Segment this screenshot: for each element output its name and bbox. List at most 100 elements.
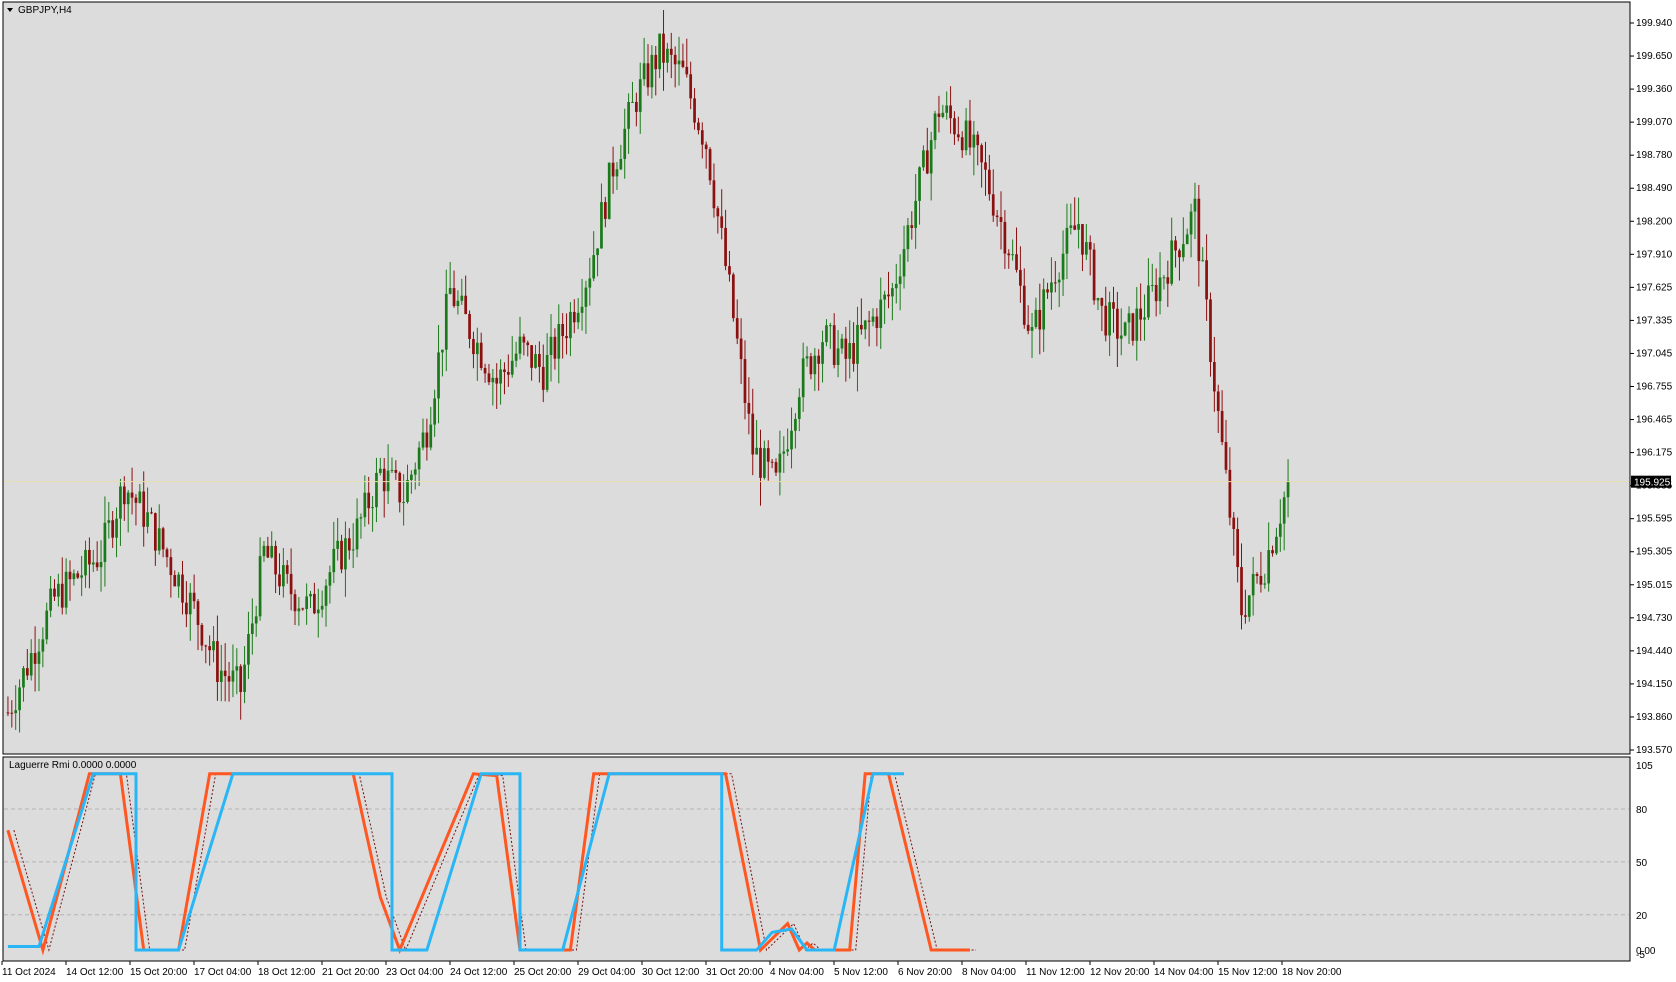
candle-body (1216, 391, 1220, 411)
candle-body (367, 492, 371, 509)
candle-body (1282, 497, 1286, 524)
current-price-label: 195.925 (1634, 478, 1671, 489)
price-tick-label: 196.175 (1636, 448, 1673, 459)
candle-body (278, 574, 281, 587)
candle-body (1166, 277, 1170, 284)
candle-body (1247, 595, 1251, 617)
candle-body (188, 592, 192, 615)
candle-body (355, 518, 359, 550)
candle-body (712, 180, 716, 209)
candle-body (301, 608, 305, 610)
candle-body (565, 336, 568, 339)
candle-body (1154, 284, 1158, 302)
candle-body (627, 102, 630, 129)
candle-body (37, 651, 41, 664)
candle-body (569, 311, 572, 339)
candle-body (980, 145, 983, 163)
candle-body (185, 602, 188, 615)
time-tick-label: 25 Oct 20:00 (514, 967, 572, 978)
candle-body (786, 449, 790, 452)
candle-body (654, 54, 658, 70)
candle-body (441, 349, 444, 353)
candle-body (1271, 550, 1274, 554)
candle-body (918, 167, 921, 201)
candle-body (282, 565, 285, 587)
candle-body (351, 549, 355, 551)
price-panel[interactable] (2, 1, 1631, 755)
candle-body (1278, 523, 1282, 537)
candle-body (72, 573, 76, 580)
candle-body (677, 60, 681, 65)
candle-body (340, 540, 343, 570)
candle-body (413, 469, 417, 475)
candle-body (953, 118, 956, 135)
price-tick-label: 195.015 (1636, 580, 1673, 591)
candle-body (1084, 242, 1088, 255)
candle-body (212, 641, 215, 651)
candle-body (914, 200, 918, 228)
candle-body (316, 609, 320, 614)
time-tick-label: 8 Nov 04:00 (962, 967, 1016, 978)
candle-body (468, 313, 471, 339)
candle-body (898, 276, 902, 284)
price-tick-label: 197.045 (1636, 348, 1673, 359)
candle-body (1236, 529, 1239, 568)
candle-body (95, 562, 99, 568)
candle-body (708, 149, 712, 181)
candle-body (1061, 253, 1065, 280)
candle-body (165, 549, 169, 558)
candle-body (770, 461, 774, 463)
price-tick-label: 197.335 (1636, 315, 1673, 326)
candle-body (25, 668, 29, 676)
indicator-level-label: 20 (1636, 911, 1648, 922)
candle-body (499, 369, 502, 384)
candle-body (243, 664, 246, 692)
candle-body (673, 54, 677, 65)
time-tick-label: 5 Nov 12:00 (834, 967, 888, 978)
candle-body (910, 225, 914, 228)
candle-body (557, 324, 561, 359)
candle-body (107, 520, 111, 523)
time-tick-label: 12 Nov 20:00 (1090, 967, 1150, 978)
candle-body (6, 712, 10, 714)
candle-body (437, 352, 440, 399)
candle-body (572, 311, 576, 323)
candle-body (119, 486, 122, 519)
candle-body (689, 74, 693, 99)
candle-body (763, 448, 766, 478)
candle-body (1240, 567, 1243, 616)
candle-body (1065, 227, 1069, 254)
candle-body (157, 528, 161, 551)
candle-body (964, 120, 968, 151)
candle-body (906, 225, 910, 250)
candle-body (297, 608, 301, 612)
indicator-panel[interactable] (2, 756, 1631, 962)
candle-body (320, 605, 324, 610)
candle-body (724, 227, 727, 267)
candle-body (611, 162, 615, 177)
candle-body (526, 342, 530, 346)
candle-body (336, 540, 340, 549)
candle-body (344, 538, 347, 570)
candle-body (809, 356, 813, 375)
candle-body (1053, 282, 1057, 284)
price-tick-label: 198.780 (1636, 150, 1673, 161)
price-tick-label: 198.200 (1636, 216, 1673, 227)
candle-body (1193, 198, 1197, 212)
candle-body (1100, 298, 1104, 306)
candle-body (821, 342, 824, 364)
candle-body (1050, 282, 1053, 293)
candle-body (1228, 469, 1232, 518)
candle-body (305, 596, 308, 610)
triangle-down-icon[interactable] (7, 8, 13, 12)
candle-body (1205, 260, 1208, 300)
candle-body (1286, 480, 1290, 498)
candle-body (231, 670, 235, 682)
candle-body (223, 670, 227, 677)
candle-body (421, 432, 425, 448)
candle-body (126, 492, 130, 505)
candle-body (483, 367, 487, 374)
candle-body (933, 113, 937, 141)
candle-body (580, 306, 584, 313)
